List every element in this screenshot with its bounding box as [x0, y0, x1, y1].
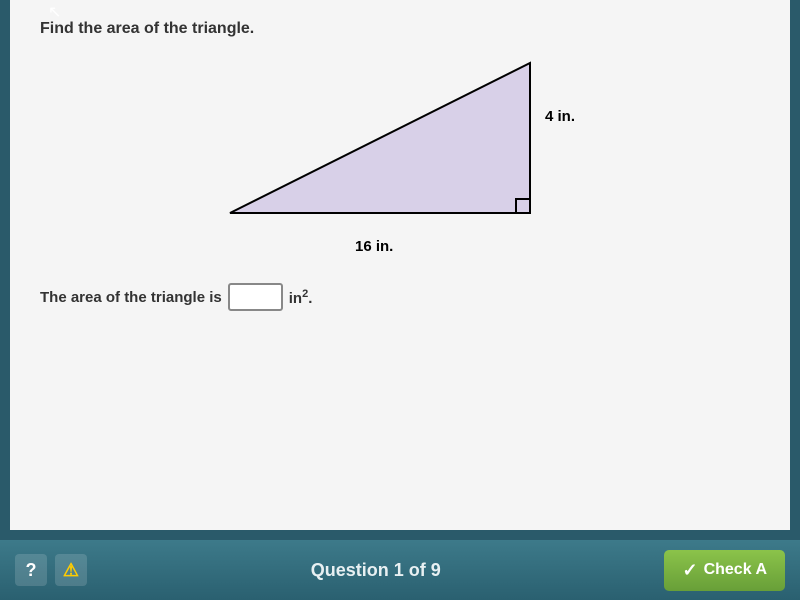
question-counter: Question 1 of 9	[87, 560, 664, 581]
answer-prefix: The area of the triangle is	[40, 289, 222, 306]
base-label: 16 in.	[355, 238, 393, 255]
answer-input[interactable]	[228, 283, 283, 311]
question-panel: Find the area of the triangle. 4 in. 16 …	[10, 0, 790, 530]
height-label: 4 in.	[545, 108, 575, 125]
footer-icons: ? ⚠	[15, 554, 87, 586]
check-button-label: Check A	[704, 561, 767, 579]
triangle-figure: 4 in. 16 in.	[220, 53, 570, 233]
triangle-svg	[220, 53, 550, 223]
answer-row: The area of the triangle is in2.	[40, 283, 760, 311]
footer-bar: ? ⚠ Question 1 of 9 ✓ Check A	[0, 540, 800, 600]
cursor-pointer: ↖	[48, 2, 61, 22]
question-prompt: Find the area of the triangle.	[40, 20, 760, 38]
help-icon[interactable]: ?	[15, 554, 47, 586]
checkmark-icon: ✓	[682, 560, 697, 581]
answer-unit: in2.	[289, 288, 313, 307]
warning-icon[interactable]: ⚠	[55, 554, 87, 586]
unit-base: in	[289, 290, 302, 307]
unit-suffix: .	[308, 290, 312, 307]
check-answer-button[interactable]: ✓ Check A	[664, 550, 785, 591]
